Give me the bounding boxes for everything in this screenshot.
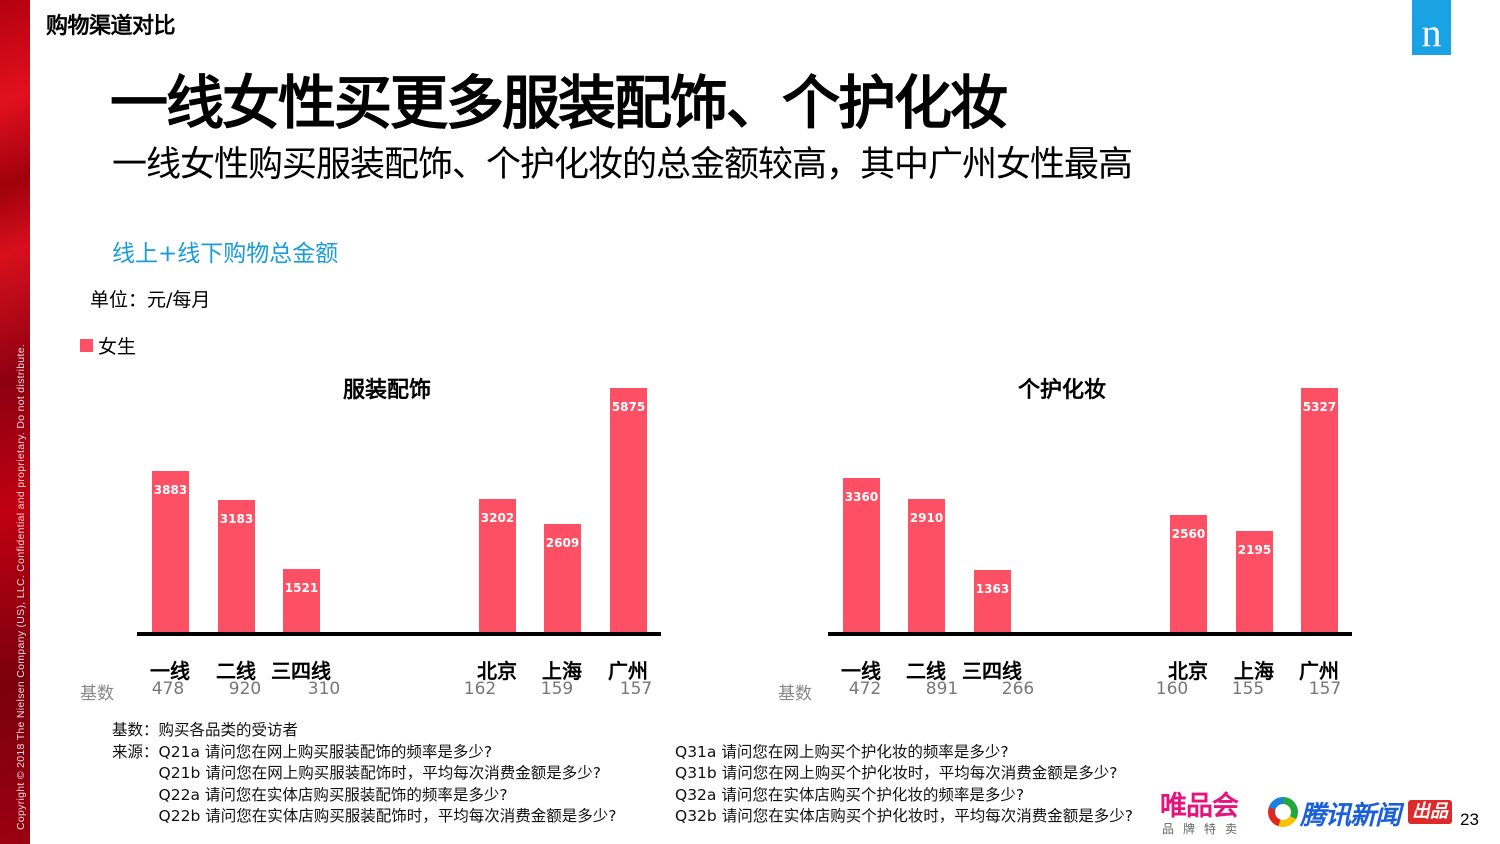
bar-value-label: 3183: [219, 512, 254, 526]
bar-value-label: 1363: [975, 582, 1010, 596]
vipshop-name: 唯品会: [1160, 791, 1239, 822]
copyright-notice: Copyright © 2018 The Nielsen Company (US…: [15, 343, 27, 830]
bar: 5875: [610, 388, 647, 632]
category-label: 二线: [216, 659, 256, 683]
bar-value-label: 3202: [480, 511, 515, 525]
source-item: Q22a 请问您在实体店购买服装配饰的频率是多少?: [158, 785, 508, 804]
tencent-news-icon: [1268, 797, 1298, 827]
bar: 5327: [1301, 388, 1338, 632]
category-label: 上海: [542, 659, 582, 683]
bar: 1521: [283, 569, 320, 632]
bar: 2195: [1236, 531, 1273, 632]
source-item: Q21b 请问您在网上购买服装配饰时，平均每次消费金额是多少?: [158, 764, 601, 782]
bar-value-label: 2910: [909, 511, 944, 525]
source-item: Q21a 请问您在网上购买服装配饰的频率是多少?: [158, 742, 493, 761]
base-count-label: 基数: [778, 684, 812, 704]
bar: 3183: [218, 500, 255, 632]
bar-value-label: 3883: [153, 483, 188, 497]
base-count: 157: [1308, 679, 1342, 699]
vipshop-tagline: 品牌特卖: [1162, 822, 1247, 836]
category-label: 北京: [477, 659, 517, 683]
bar: 2609: [544, 524, 581, 632]
source-item: Q22b 请问您在实体店购买服装配饰时，平均每次消费金额是多少?: [158, 807, 617, 825]
base-count: 310: [307, 679, 341, 699]
category-label: 上海: [1234, 659, 1274, 683]
section-label: 购物渠道对比: [46, 14, 176, 39]
bar-value-label: 5875: [611, 400, 646, 414]
nielsen-logo: n: [1412, 0, 1451, 55]
source-block-left: 来源： Q21a 请问您在网上购买服装配饰的频率是多少? Q21b 请问您在网上…: [112, 742, 616, 828]
bar: 2560: [1170, 515, 1207, 632]
source-item: Q32a 请问您在实体店购买个护化妆的频率是多少?: [675, 785, 1025, 804]
base-count: 160: [1155, 679, 1189, 699]
base-count: 266: [1001, 679, 1035, 699]
metric-label: 线上+线下购物总金额: [112, 241, 339, 267]
bar-value-label: 2560: [1171, 527, 1206, 541]
tencent-news-name: 腾讯新闻: [1300, 801, 1401, 831]
category-label: 三四线: [271, 659, 331, 683]
base-note-text: 基数：购买各品类的受访者: [112, 721, 299, 739]
unit-label: 单位：元/每月: [90, 289, 211, 311]
bar-value-label: 2195: [1237, 543, 1272, 557]
base-count: 159: [540, 679, 574, 699]
category-label: 一线: [841, 659, 881, 683]
page-title: 一线女性买更多服装配饰、个护化妆: [110, 69, 1008, 137]
chart-legend: 女生: [80, 332, 136, 359]
page-number: 23: [1460, 810, 1479, 829]
base-count: 472: [848, 679, 882, 699]
source-label: 来源：: [112, 742, 159, 761]
bar: 2910: [908, 499, 945, 632]
bar: 3360: [843, 478, 880, 632]
category-label: 三四线: [962, 659, 1022, 683]
base-note: 基数：购买各品类的受访者 来源： Q21a 请问您在网上购买服装配饰的频率是多少…: [112, 720, 616, 828]
chart-title: 个护化妆: [1017, 378, 1107, 403]
page-subtitle: 一线女性购买服装配饰、个护化妆的总金额较高，其中广州女性最高: [112, 145, 1133, 185]
bar-value-label: 5327: [1302, 400, 1337, 414]
base-count-label: 基数: [80, 684, 114, 704]
category-label: 二线: [906, 659, 946, 683]
vipshop-logo: 唯品会 品牌特卖: [1160, 791, 1247, 837]
side-decoration-strip: [0, 0, 30, 844]
source-item: Q32b 请问您在实体店购买个护化妆时，平均每次消费金额是多少?: [675, 807, 1133, 825]
base-count: 162: [463, 679, 497, 699]
category-label: 一线: [150, 659, 190, 683]
bar-value-label: 1521: [284, 581, 319, 595]
base-count: 891: [925, 679, 959, 699]
category-label: 广州: [608, 659, 648, 683]
category-label: 广州: [1299, 659, 1339, 683]
bar: 3202: [479, 499, 516, 632]
x-axis-line: [828, 632, 1352, 636]
source-item: Q31a 请问您在网上购买个护化妆的频率是多少?: [675, 742, 1009, 761]
category-label: 北京: [1168, 659, 1208, 683]
bar: 1363: [974, 570, 1011, 632]
base-count: 157: [619, 679, 653, 699]
bar-value-label: 2609: [545, 536, 580, 550]
tencent-news-badge: 出品: [1408, 800, 1452, 824]
source-list-right: Q31a 请问您在网上购买个护化妆的频率是多少? Q31b 请问您在网上购买个护…: [675, 742, 1133, 828]
x-axis-line: [137, 632, 661, 636]
base-count: 155: [1231, 679, 1265, 699]
legend-label: 女生: [98, 336, 137, 358]
source-list-left: Q21a 请问您在网上购买服装配饰的频率是多少? Q21b 请问您在网上购买服装…: [159, 742, 617, 828]
source-item: Q31b 请问您在网上购买个护化妆时，平均每次消费金额是多少?: [675, 764, 1118, 782]
legend-swatch-icon: [80, 339, 93, 352]
bar-value-label: 3360: [844, 490, 879, 504]
base-count: 478: [151, 679, 185, 699]
base-count: 920: [228, 679, 262, 699]
bar: 3883: [152, 471, 189, 632]
chart-title: 服装配饰: [342, 378, 432, 403]
